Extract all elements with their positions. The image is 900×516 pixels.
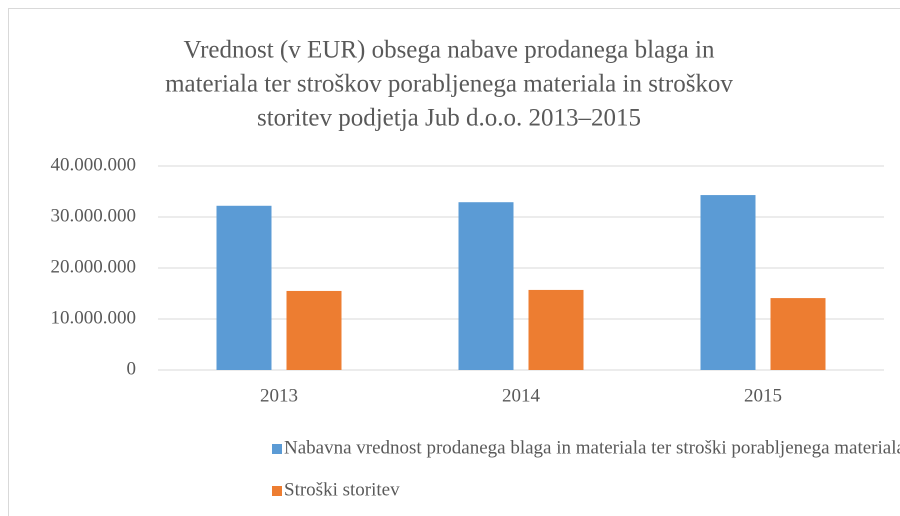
y-tick-label: 30.000.000 xyxy=(51,205,137,226)
bar xyxy=(700,195,756,370)
chart-title: materiala ter stroškov porabljenega mate… xyxy=(165,71,733,98)
y-tick-label: 40.000.000 xyxy=(51,154,137,175)
legend-label: Nabavna vrednost prodanega blaga in mate… xyxy=(284,437,900,458)
legend-label: Stroški storitev xyxy=(284,479,400,500)
chart-title: Vrednost (v EUR) obsega nabave prodanega… xyxy=(184,37,715,64)
y-tick-label: 20.000.000 xyxy=(51,256,137,277)
bar xyxy=(286,290,342,370)
bar xyxy=(528,289,584,370)
x-tick-label: 2013 xyxy=(260,385,298,406)
chart-title: storitev podjetja Jub d.o.o. 2013–2015 xyxy=(257,105,641,132)
legend-swatch xyxy=(272,444,282,454)
bar xyxy=(770,298,826,370)
y-tick-label: 0 xyxy=(127,358,137,379)
x-tick-label: 2015 xyxy=(744,385,782,406)
y-tick-label: 10.000.000 xyxy=(51,307,137,328)
legend-swatch xyxy=(272,486,282,496)
bar xyxy=(458,202,514,370)
bar xyxy=(216,205,272,370)
chart-border xyxy=(8,8,900,516)
x-tick-label: 2014 xyxy=(502,385,541,406)
